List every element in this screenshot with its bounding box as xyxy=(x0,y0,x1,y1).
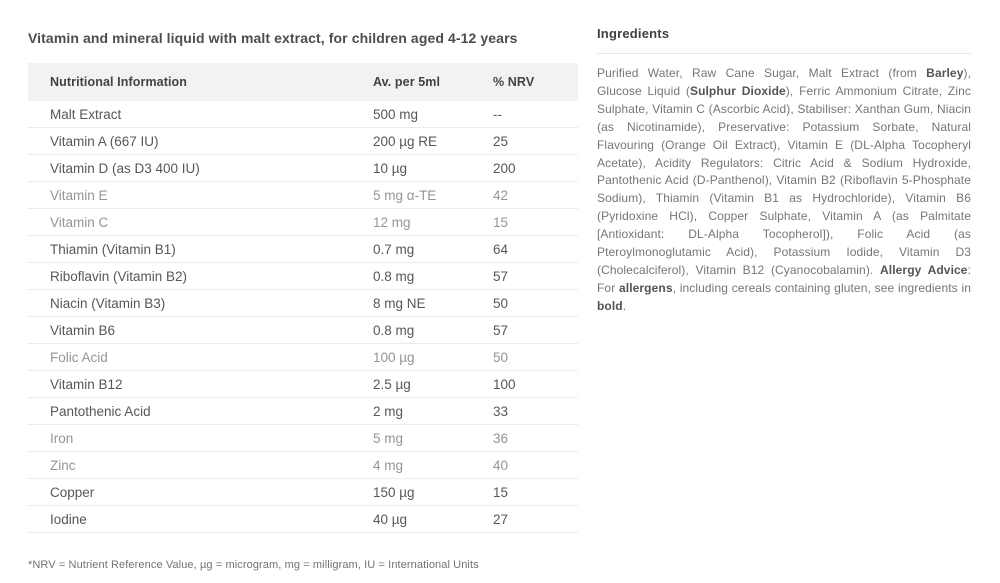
nutrient-nrv: 40 xyxy=(493,451,578,479)
nutrient-amount: 200 µg RE xyxy=(373,127,493,155)
nutrient-amount: 5 mg α-TE xyxy=(373,181,493,209)
nutrient-name: Iodine xyxy=(28,505,373,533)
table-row: Riboflavin (Vitamin B2) 0.8 mg 57 xyxy=(28,262,578,290)
nutrient-name: Riboflavin (Vitamin B2) xyxy=(28,262,373,290)
nutrient-nrv: 50 xyxy=(493,289,578,317)
table-row: Thiamin (Vitamin B1) 0.7 mg 64 xyxy=(28,235,578,263)
nutrition-table-body: Malt Extract 500 mg -- Vitamin A (667 IU… xyxy=(28,101,578,533)
nutrient-name: Zinc xyxy=(28,451,373,479)
nutrient-amount: 0.8 mg xyxy=(373,262,493,290)
nutrient-amount: 5 mg xyxy=(373,424,493,452)
nutrient-amount: 0.8 mg xyxy=(373,316,493,344)
nutrient-nrv: 57 xyxy=(493,316,578,344)
nutrient-amount: 2.5 µg xyxy=(373,370,493,398)
nutrient-name: Copper xyxy=(28,478,373,506)
nutrient-name: Pantothenic Acid xyxy=(28,397,373,425)
nrv-footnote: *NRV = Nutrient Reference Value, µg = mi… xyxy=(28,559,479,571)
nutrient-amount: 100 µg xyxy=(373,343,493,371)
nutrient-nrv: 42 xyxy=(493,181,578,209)
table-row: Zinc 4 mg 40 xyxy=(28,451,578,479)
nutrient-nrv: 36 xyxy=(493,424,578,452)
nutrition-table: Nutritional Information Av. per 5ml % NR… xyxy=(28,63,578,533)
table-row: Vitamin B12 2.5 µg 100 xyxy=(28,370,578,398)
table-row: Iodine 40 µg 27 xyxy=(28,505,578,533)
nutrient-amount: 150 µg xyxy=(373,478,493,506)
table-row: Vitamin B6 0.8 mg 57 xyxy=(28,316,578,344)
nutrient-amount: 40 µg xyxy=(373,505,493,533)
nutrient-name: Niacin (Vitamin B3) xyxy=(28,289,373,317)
column-header-nutritional-information: Nutritional Information xyxy=(50,75,188,89)
nutrient-nrv: 33 xyxy=(493,397,578,425)
ingredients-text: Purified Water, Raw Cane Sugar, Malt Ext… xyxy=(597,66,971,313)
nutrient-nrv: 100 xyxy=(493,370,578,398)
nutrient-amount: 500 mg xyxy=(373,101,493,128)
nutrient-name: Iron xyxy=(28,424,373,452)
nutrient-name: Vitamin A (667 IU) xyxy=(28,127,373,155)
table-row: Copper 150 µg 15 xyxy=(28,478,578,506)
nutrient-name: Thiamin (Vitamin B1) xyxy=(28,235,373,263)
table-row: Iron 5 mg 36 xyxy=(28,424,578,452)
table-row: Vitamin E 5 mg α-TE 42 xyxy=(28,181,578,209)
nutrient-nrv: 25 xyxy=(493,127,578,155)
nutrient-name: Vitamin B6 xyxy=(28,316,373,344)
nutrient-amount: 8 mg NE xyxy=(373,289,493,317)
table-row: Vitamin C 12 mg 15 xyxy=(28,208,578,236)
nutrient-nrv: 15 xyxy=(493,478,578,506)
nutrient-name: Vitamin B12 xyxy=(28,370,373,398)
nutrient-nrv: 200 xyxy=(493,154,578,182)
nutrient-name: Malt Extract xyxy=(28,101,373,128)
nutrient-nrv: 64 xyxy=(493,235,578,263)
nutrient-name: Vitamin C xyxy=(28,208,373,236)
ingredients-heading: Ingredients xyxy=(597,26,670,41)
nutrient-amount: 12 mg xyxy=(373,208,493,236)
nutrient-nrv: 15 xyxy=(493,208,578,236)
table-row: Pantothenic Acid 2 mg 33 xyxy=(28,397,578,425)
column-header-percent-nrv: % NRV xyxy=(493,75,535,89)
nutrient-amount: 4 mg xyxy=(373,451,493,479)
nutrient-name: Folic Acid xyxy=(28,343,373,371)
nutrient-nrv: -- xyxy=(493,101,578,128)
nutrition-section: Vitamin and mineral liquid with malt ext… xyxy=(28,30,578,571)
table-row: Folic Acid 100 µg 50 xyxy=(28,343,578,371)
nutrient-nrv: 27 xyxy=(493,505,578,533)
nutrient-amount: 10 µg xyxy=(373,154,493,182)
ingredients-divider xyxy=(597,53,971,54)
table-row: Malt Extract 500 mg -- xyxy=(28,101,578,128)
table-row: Vitamin A (667 IU) 200 µg RE 25 xyxy=(28,127,578,155)
table-row: Niacin (Vitamin B3) 8 mg NE 50 xyxy=(28,289,578,317)
nutrient-nrv: 57 xyxy=(493,262,578,290)
nutrient-amount: 0.7 mg xyxy=(373,235,493,263)
table-header-row: Nutritional Information Av. per 5ml % NR… xyxy=(28,63,578,101)
nutrient-amount: 2 mg xyxy=(373,397,493,425)
nutrient-nrv: 50 xyxy=(493,343,578,371)
ingredients-section: Ingredients Purified Water, Raw Cane Sug… xyxy=(597,26,971,316)
page-title: Vitamin and mineral liquid with malt ext… xyxy=(28,30,518,46)
table-row: Vitamin D (as D3 400 IU) 10 µg 200 xyxy=(28,154,578,182)
column-header-av-per-5ml: Av. per 5ml xyxy=(373,75,441,89)
nutrient-name: Vitamin E xyxy=(28,181,373,209)
nutrient-name: Vitamin D (as D3 400 IU) xyxy=(28,154,373,182)
